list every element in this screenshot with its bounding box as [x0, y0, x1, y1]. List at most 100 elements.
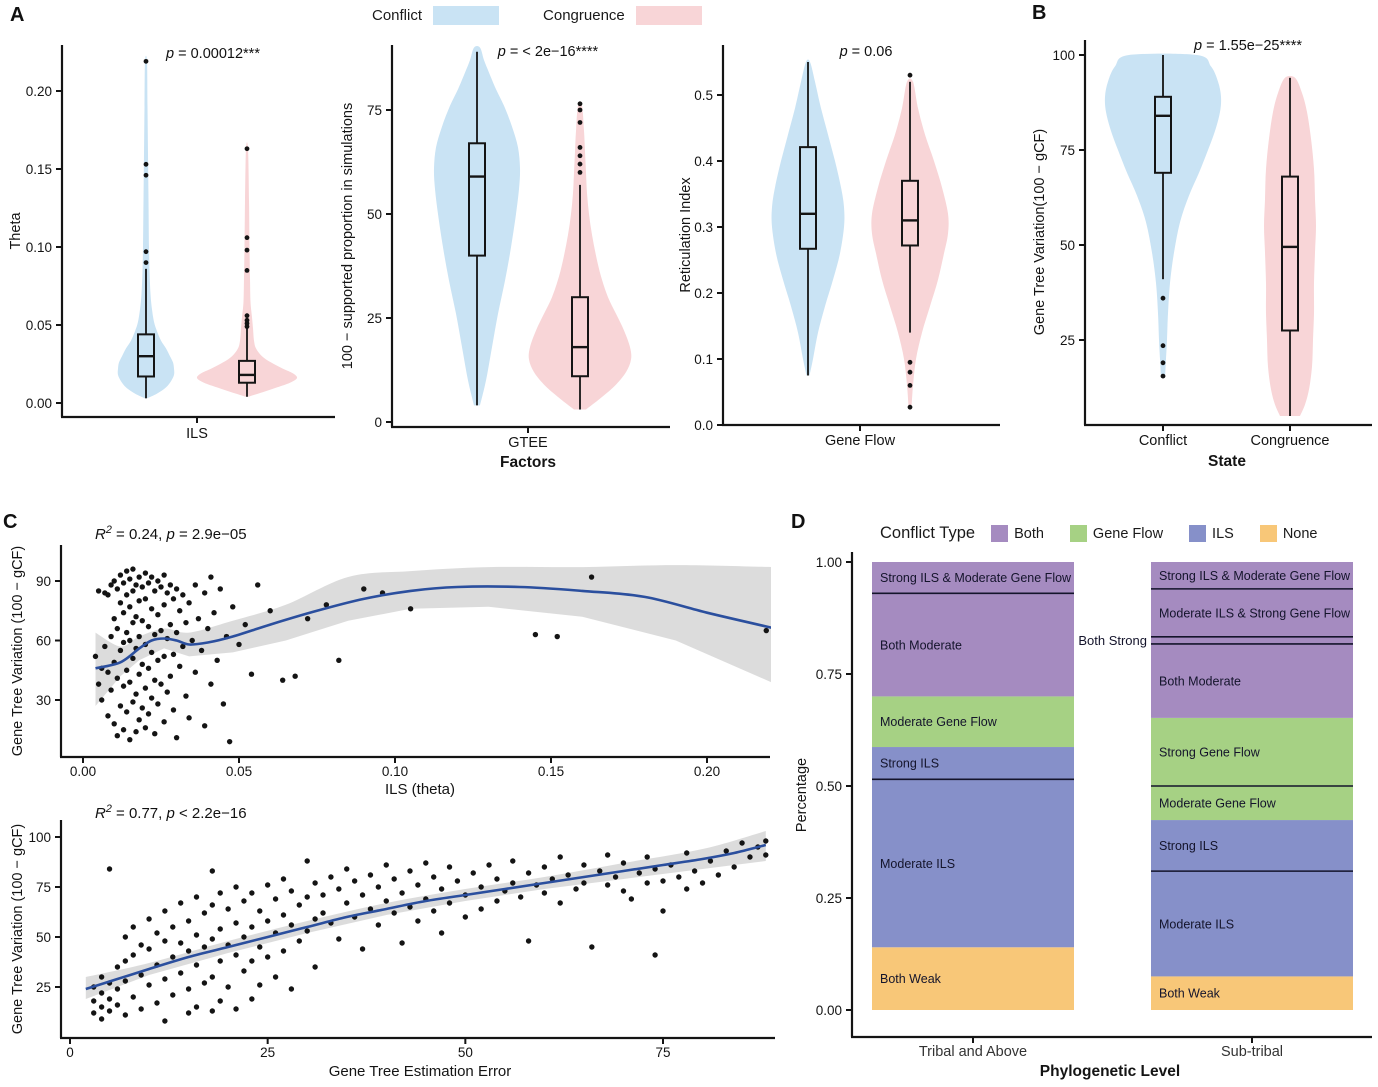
scatter-point	[177, 608, 183, 614]
scatter-point	[155, 701, 161, 707]
x-category-label: Conflict	[1139, 433, 1187, 449]
y-tick-label: 100	[1052, 48, 1075, 63]
scatter-point	[123, 629, 130, 636]
scatter-point	[122, 958, 129, 964]
outlier-point	[577, 170, 583, 175]
y-tick-label: 0.00	[816, 1003, 842, 1018]
scatter-point	[383, 862, 389, 868]
scatter-point	[158, 584, 164, 590]
segment-label: Moderate ILS & Strong Gene Flow	[1159, 606, 1351, 620]
segment-label: Moderate ILS	[1159, 917, 1234, 931]
scatter-point	[161, 653, 167, 660]
scatter-point	[161, 719, 167, 725]
scatter-point	[111, 721, 117, 727]
scatter-point	[164, 689, 170, 695]
scatter-point	[117, 600, 124, 606]
scatter-point	[161, 602, 167, 608]
outlier-point	[1160, 295, 1166, 301]
outlier-point	[577, 101, 583, 107]
scatter-point	[201, 590, 208, 596]
scatter-point	[192, 582, 199, 588]
scatter-point	[652, 952, 658, 958]
scatter-point	[312, 964, 318, 970]
segment-label: Strong ILS	[1159, 839, 1218, 853]
x-category-label: ILS	[186, 426, 208, 442]
outlier-point	[143, 161, 149, 167]
segment-label: Both Moderate	[880, 638, 962, 652]
scatter-point	[158, 627, 164, 634]
outlier-point	[907, 404, 913, 410]
segment-label: Moderate Gene Flow	[1159, 797, 1277, 811]
scatter-point	[177, 940, 184, 946]
scatter-point	[280, 948, 287, 954]
scatter-point	[114, 964, 121, 970]
scatter-point	[620, 888, 627, 894]
scatter-point	[604, 882, 611, 888]
outlier-point	[577, 153, 583, 159]
y-axis-title: 100 − supported proportion in simulation…	[340, 103, 356, 369]
scatter-point	[108, 582, 114, 588]
scatter-point	[162, 1018, 168, 1024]
scatter-point	[684, 886, 690, 892]
scatter-point	[257, 908, 263, 914]
scatter-point	[344, 900, 350, 906]
scatter-point	[415, 918, 421, 924]
scatter-point	[628, 896, 635, 902]
scatter-point	[155, 612, 161, 618]
scatter-point	[192, 669, 199, 675]
scatter-point	[136, 574, 142, 580]
scatter-point	[676, 874, 682, 880]
y-axis-title: Percentage	[794, 758, 810, 832]
scatter-point	[241, 968, 247, 974]
scatter-point	[323, 602, 330, 608]
x-category-label: GTEE	[508, 435, 548, 451]
segment-label: Both Weak	[880, 972, 942, 986]
scatter-point	[446, 864, 453, 870]
scatter-point	[130, 924, 136, 930]
x-tick-label: 0.15	[538, 764, 564, 779]
scatter-point	[148, 649, 155, 656]
legend-item-both: Both	[991, 525, 1044, 542]
legend-label-conflict: Conflict	[372, 7, 423, 24]
scatter-point	[205, 625, 211, 632]
violin-shape	[871, 78, 949, 408]
scatter-point	[399, 890, 405, 896]
scatter-point	[201, 723, 208, 729]
scatter-point	[91, 1010, 97, 1016]
scatter-point	[399, 940, 405, 946]
scatter-point	[114, 675, 121, 681]
legend-item-conflict: Conflict	[372, 6, 500, 25]
scatter-point	[122, 978, 129, 984]
x-category-label: Sub-tribal	[1221, 1044, 1283, 1060]
scatter-point	[217, 890, 223, 896]
scatter-point	[554, 633, 560, 640]
bar-segment	[872, 747, 1074, 780]
x-tick-label: 50	[458, 1045, 473, 1060]
scatter-point	[170, 954, 176, 960]
scatter-point	[211, 610, 217, 616]
scatter-point	[312, 880, 318, 886]
scatter-point	[233, 920, 239, 926]
scatter-point	[423, 860, 429, 866]
x-tick-label: 75	[655, 1045, 670, 1060]
scatter-point	[186, 715, 192, 721]
scatter-point	[470, 870, 476, 876]
segment-label: Strong ILS & Moderate Gene Flow	[1159, 569, 1351, 583]
scatter-point	[375, 922, 382, 928]
scatter-point	[162, 938, 168, 944]
segment-label: Both Moderate	[1159, 674, 1241, 688]
scatter-point	[248, 671, 255, 677]
scatter-point	[280, 876, 287, 882]
scatter-point	[525, 870, 532, 876]
scatter-point	[336, 886, 342, 892]
scatter-point	[155, 578, 161, 584]
box-plot	[468, 142, 486, 257]
scatter-point	[220, 701, 227, 707]
y-tick-label: 30	[36, 693, 51, 708]
scatter-point	[146, 916, 152, 922]
scatter-point	[209, 1008, 216, 1014]
y-tick-label: 25	[36, 980, 51, 995]
scatter-point	[288, 922, 295, 928]
scatter-point	[136, 598, 142, 604]
outlier-point	[1160, 373, 1166, 379]
